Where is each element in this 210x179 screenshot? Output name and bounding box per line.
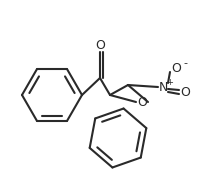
- Text: O: O: [137, 96, 147, 108]
- Text: N: N: [158, 81, 168, 93]
- Text: +: +: [167, 78, 173, 86]
- Text: O: O: [95, 38, 105, 52]
- Text: O: O: [180, 86, 190, 98]
- Text: -: -: [183, 58, 187, 68]
- Text: O: O: [171, 62, 181, 74]
